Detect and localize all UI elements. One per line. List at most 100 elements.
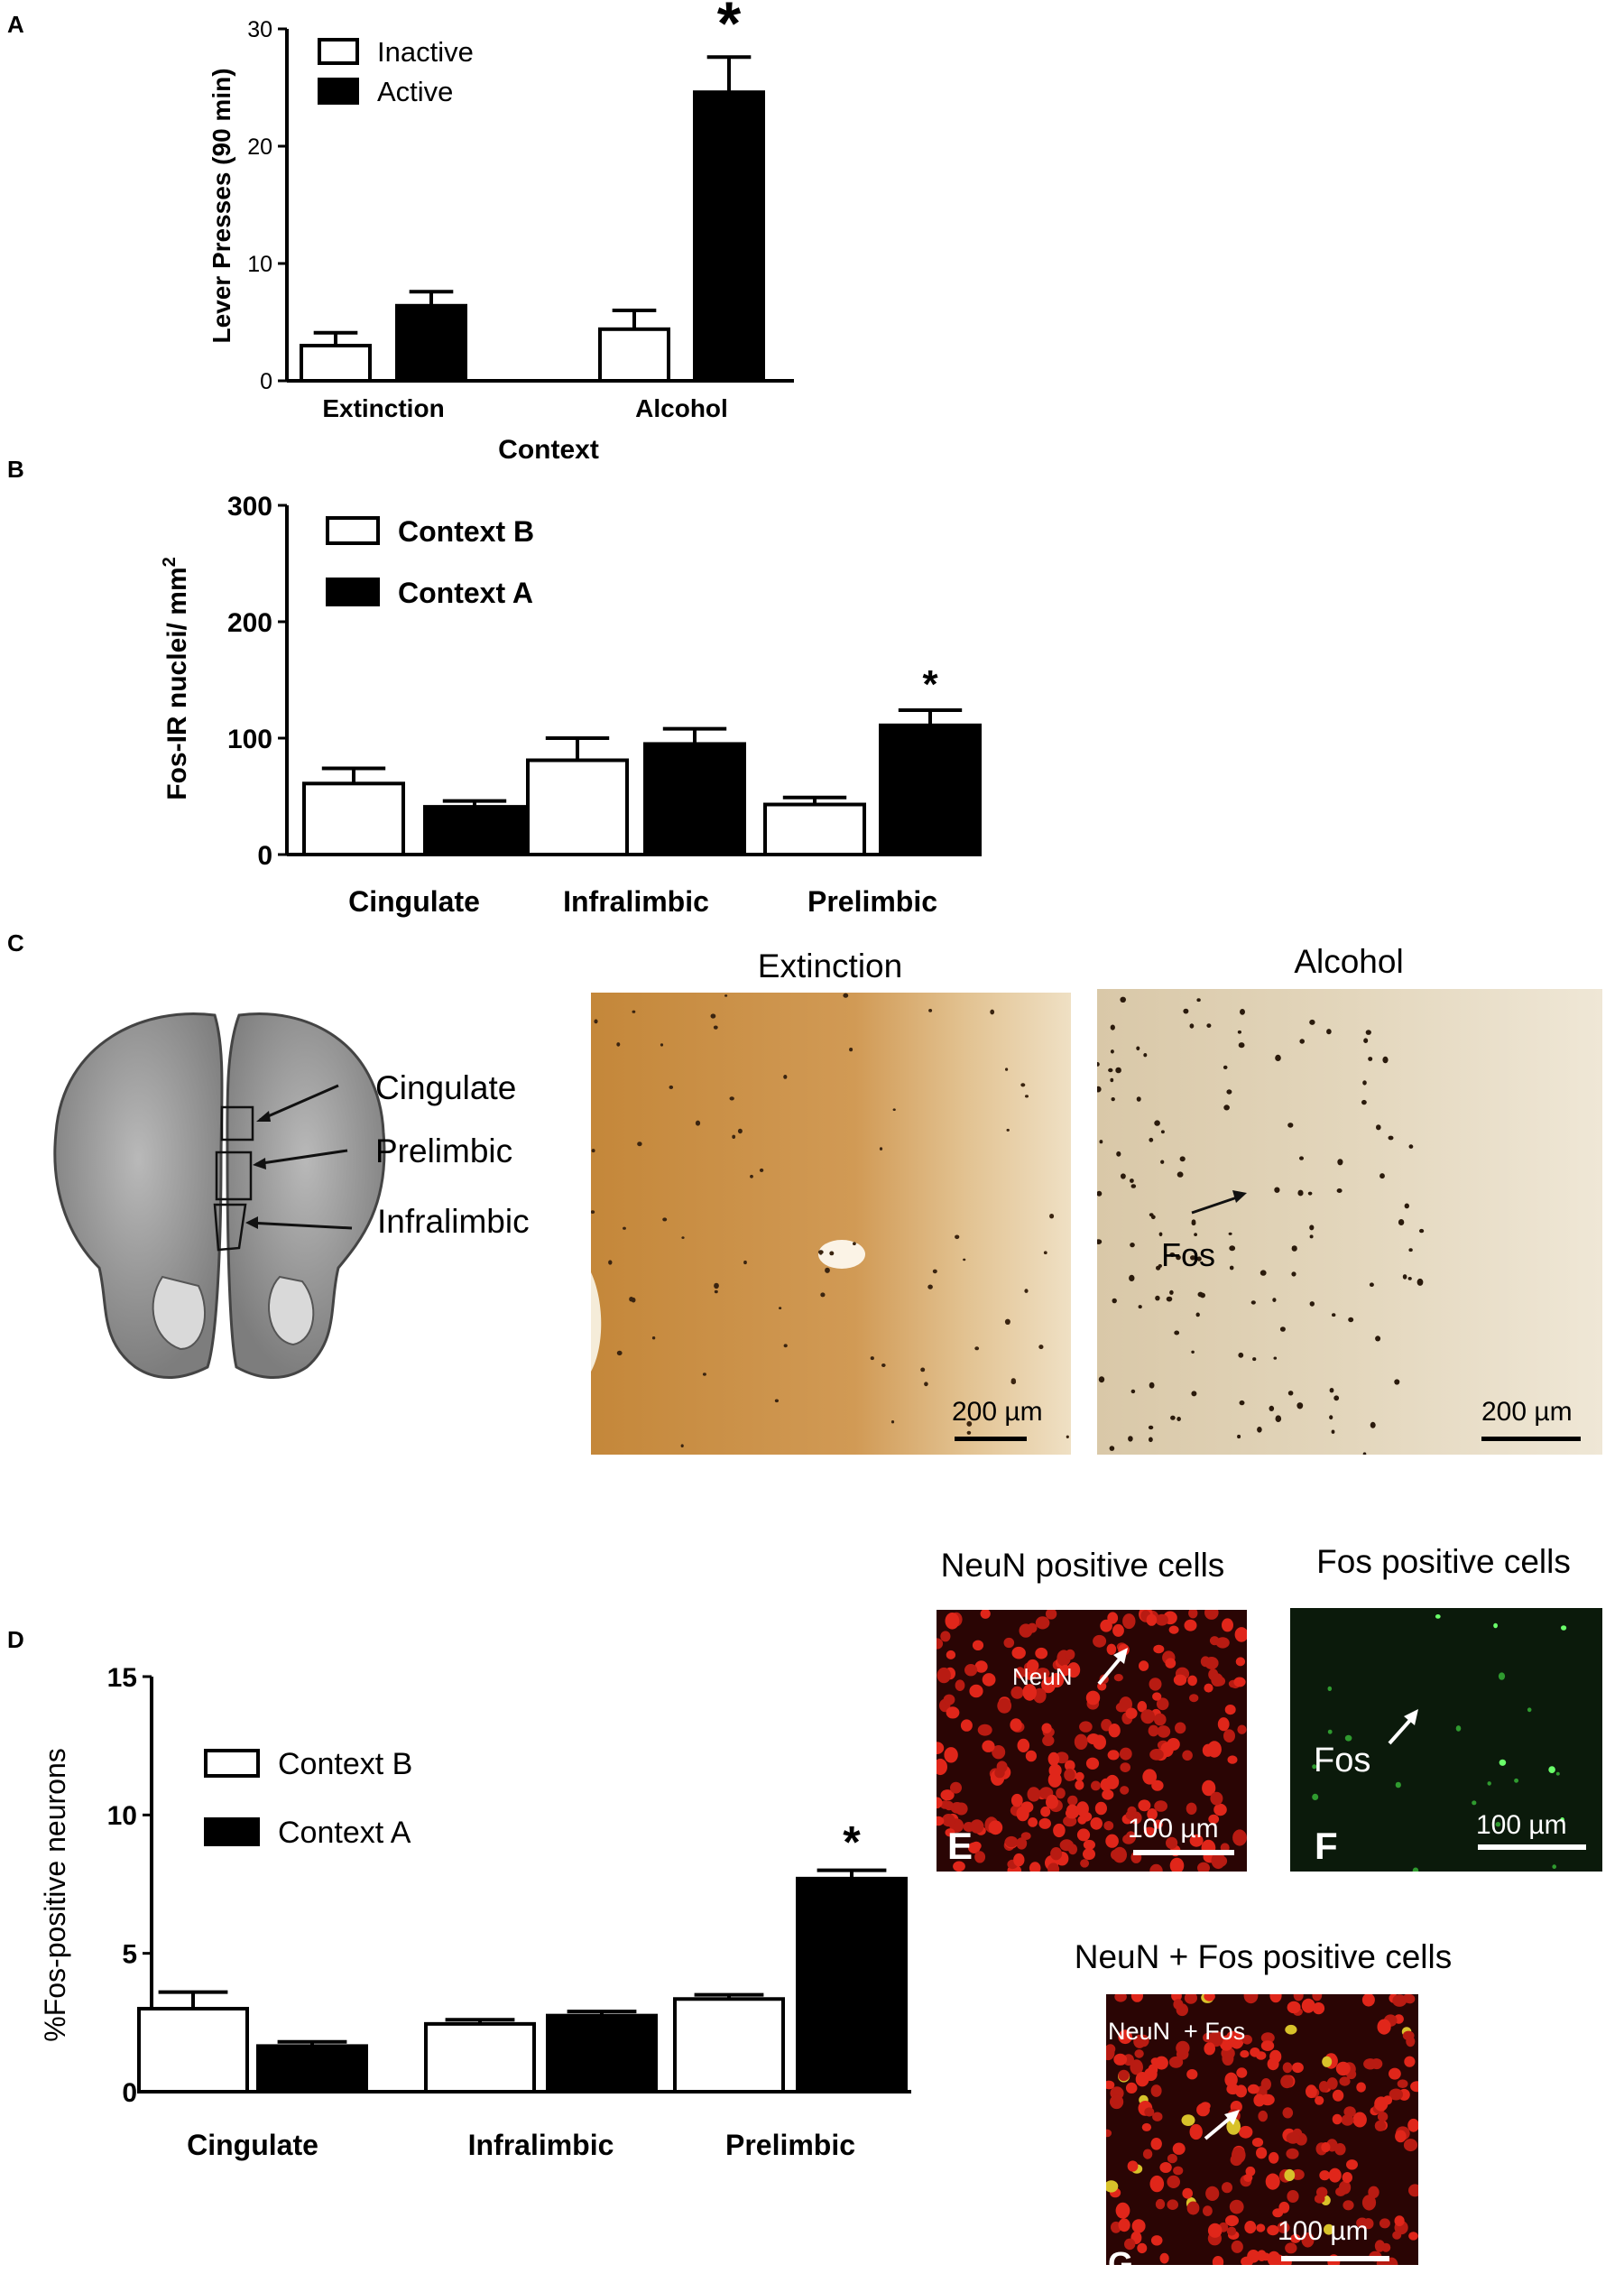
cell-nucleus: [1244, 2221, 1257, 2234]
cell-nucleus: [1290, 2233, 1301, 2243]
region-label-prelimbic: Prelimbic: [375, 1132, 513, 1169]
panel-letter-d: D: [7, 1626, 24, 1653]
cell-nucleus: [1416, 1278, 1424, 1286]
cell-nucleus: [1561, 1625, 1567, 1631]
cell-nucleus: [1260, 2032, 1275, 2044]
chart-a-lever-presses: 0 10 20 30 Extinction Alcohol * Inactive Active L…: [208, 0, 794, 465]
cell-nucleus: [1179, 1156, 1186, 1162]
category-label: Alcohol: [635, 394, 728, 422]
cell-nucleus: [1129, 1274, 1135, 1281]
cell-nucleus: [1226, 2118, 1241, 2135]
cell-nucleus: [1498, 1672, 1506, 1680]
merge-arrow-label: NeuN + Fos: [1108, 2018, 1246, 2045]
cell-nucleus: [1552, 1864, 1556, 1870]
cell-nucleus: [1223, 1065, 1228, 1069]
cell-nucleus: [1067, 1844, 1078, 1855]
cell-nucleus: [1125, 2082, 1138, 2094]
cell-nucleus: [1205, 2186, 1220, 2201]
panel-letter-a: A: [7, 11, 24, 38]
cell-nucleus: [651, 1336, 656, 1340]
cell-nucleus: [1098, 1376, 1105, 1383]
y-tick-label: 20: [247, 134, 272, 160]
cell-nucleus: [1010, 1686, 1024, 1699]
cell-nucleus: [1369, 1282, 1374, 1287]
cell-nucleus: [1134, 2049, 1144, 2058]
cell-nucleus: [1336, 1188, 1343, 1193]
cell-nucleus: [1398, 1219, 1405, 1225]
cell-nucleus: [1232, 1829, 1247, 1846]
cell-nucleus: [1169, 1252, 1176, 1257]
cell-nucleus: [1005, 1068, 1009, 1071]
cell-nucleus: [1412, 1867, 1419, 1872]
extinction-vessel: [818, 1240, 865, 1269]
cell-nucleus: [946, 1706, 960, 1719]
cell-nucleus: [1125, 1707, 1138, 1719]
merge-cells: [1106, 1994, 1418, 2265]
cell-nucleus: [1182, 2187, 1193, 2199]
cell-nucleus: [1113, 2053, 1128, 2066]
cell-nucleus: [1112, 1298, 1117, 1304]
panel-letter-c: C: [7, 929, 24, 957]
cell-nucleus: [1493, 1622, 1498, 1629]
cell-nucleus: [1160, 1130, 1165, 1134]
cell-nucleus: [997, 1697, 1012, 1714]
cell-nucleus: [1004, 1318, 1010, 1325]
cell-nucleus: [623, 1226, 626, 1230]
cell-nucleus: [1203, 2205, 1213, 2216]
cell-nucleus: [1130, 1389, 1136, 1394]
cell-nucleus: [1093, 1634, 1107, 1648]
cell-nucleus: [1408, 2232, 1418, 2241]
cell-nucleus: [1223, 1729, 1235, 1742]
cell-nucleus: [1019, 1623, 1033, 1638]
cell-nucleus: [1337, 1159, 1343, 1166]
cell-nucleus: [964, 1664, 978, 1677]
cell-nucleus: [1435, 1614, 1441, 1619]
neun-arrowhead: [1113, 1648, 1128, 1664]
cell-nucleus: [1232, 2147, 1246, 2164]
cell-nucleus: [1348, 1317, 1354, 1323]
cell-nucleus: [1169, 1289, 1174, 1295]
cell-nucleus: [1243, 1994, 1259, 2004]
cell-nucleus: [1066, 1804, 1078, 1817]
cell-nucleus: [1223, 1105, 1230, 1111]
cell-nucleus: [1109, 1446, 1115, 1451]
cell-nucleus: [1406, 2036, 1416, 2047]
cell-nucleus: [1065, 1760, 1075, 1771]
cell-nucleus: [819, 1252, 823, 1255]
cell-nucleus: [1136, 1046, 1140, 1051]
cell-nucleus: [1167, 2175, 1180, 2188]
alcohol-tissue: [1097, 989, 1602, 1455]
cell-nucleus: [1286, 2132, 1300, 2144]
cell-nucleus: [870, 1356, 874, 1361]
cell-nucleus: [1137, 1701, 1148, 1713]
cell-nucleus: [1267, 2224, 1279, 2236]
cell-nucleus: [853, 1242, 856, 1245]
cell-nucleus: [1309, 1301, 1315, 1307]
cell-nucleus: [1149, 1382, 1155, 1389]
cell-nucleus: [1130, 2059, 1143, 2075]
cell-nucleus: [1239, 2125, 1253, 2139]
legend-swatch: [318, 38, 359, 65]
fos-arrowhead: [1232, 1190, 1247, 1203]
cell-nucleus: [1149, 2175, 1165, 2193]
cell-nucleus: [1395, 2130, 1407, 2143]
cell-nucleus: [937, 1797, 943, 1809]
cell-nucleus: [940, 1789, 955, 1801]
cell-nucleus: [1125, 1831, 1136, 1844]
cell-nucleus: [928, 1009, 933, 1012]
brain-section-schematic: [53, 1012, 386, 1380]
cell-nucleus: [970, 1819, 984, 1834]
cell-nucleus: [1035, 1616, 1050, 1630]
cell-nucleus: [1138, 1799, 1151, 1812]
cell-nucleus: [1130, 1184, 1137, 1188]
category-label: Infralimbic: [563, 885, 709, 918]
cell-nucleus: [1332, 2089, 1344, 2102]
cell-nucleus: [1035, 1668, 1050, 1679]
cell-nucleus: [1280, 2075, 1294, 2089]
cell-nucleus: [1309, 1225, 1315, 1231]
cell-nucleus: [960, 1719, 973, 1732]
cell-nucleus: [980, 1610, 991, 1619]
cell-nucleus: [1112, 1623, 1124, 1637]
cell-nucleus: [1149, 1678, 1162, 1691]
cell-nucleus: [1102, 1789, 1114, 1800]
